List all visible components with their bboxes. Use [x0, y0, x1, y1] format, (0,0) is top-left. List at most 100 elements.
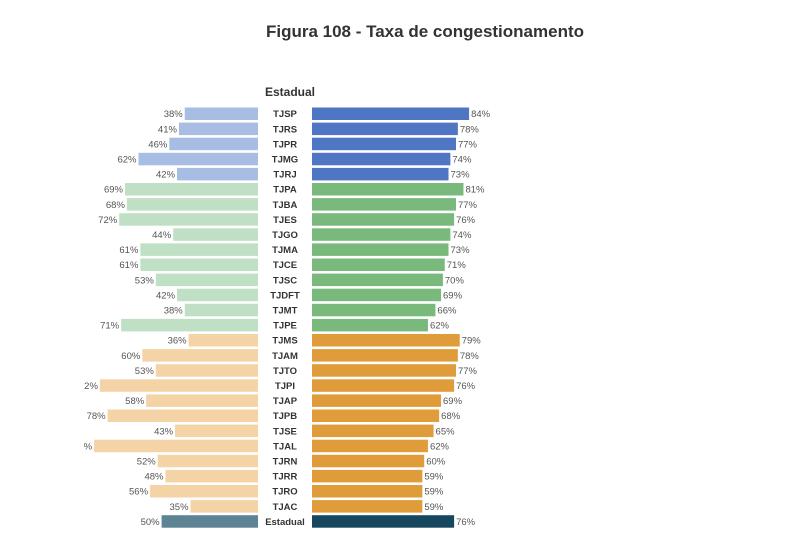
- left-bar-tjsp: [184, 107, 258, 120]
- left-bar-tjpr: [169, 137, 258, 151]
- right-bar-tjpb: [312, 409, 440, 422]
- court-label: TJMG: [272, 154, 298, 165]
- right-bar-tjgo: [312, 228, 451, 241]
- right-bar-tjse: [312, 424, 434, 438]
- left-bar-tjms: [188, 334, 258, 347]
- right-bar-estadual: [312, 515, 455, 528]
- left-value-label: 72%: [98, 215, 118, 226]
- left-bar-tjrj: [177, 167, 258, 181]
- left-bar-tjrn: [157, 454, 258, 468]
- left-value-label: %: [84, 441, 93, 452]
- left-value-label: 46%: [148, 139, 168, 150]
- left-value-label: 58%: [125, 396, 145, 407]
- right-value-label: 62%: [430, 321, 450, 332]
- left-value-label: 69%: [104, 185, 124, 196]
- left-bar-tjpa: [124, 183, 258, 196]
- right-bar-tjce: [312, 258, 445, 271]
- left-bar-tjgo: [173, 228, 258, 241]
- court-label: TJRN: [273, 456, 298, 467]
- left-value-label: 38%: [164, 109, 184, 120]
- right-bar-tjro: [312, 485, 423, 498]
- right-bar-tjap: [312, 394, 442, 407]
- left-value-label: 50%: [141, 517, 161, 528]
- court-label: TJPI: [275, 381, 295, 392]
- right-value-label: 71%: [447, 260, 467, 271]
- right-value-label: 77%: [458, 200, 478, 211]
- court-label: TJMS: [272, 336, 297, 347]
- right-value-label: 73%: [451, 170, 471, 181]
- left-bar-tjmg: [138, 152, 258, 166]
- right-value-label: 59%: [424, 502, 444, 513]
- left-value-label: 41%: [158, 124, 178, 135]
- right-bar-tjsc: [312, 273, 443, 287]
- right-bar-tjdft: [312, 288, 442, 302]
- figure-title: Figura 108 - Taxa de congestionamento: [265, 22, 585, 41]
- right-bar-tjpr: [312, 137, 456, 151]
- left-bar-tjpb: [107, 409, 258, 422]
- court-label: TJRJ: [273, 170, 296, 181]
- right-value-label: 76%: [456, 215, 476, 226]
- right-value-label: 60%: [426, 456, 446, 467]
- court-label: TJPB: [273, 411, 297, 422]
- right-bar-tjmg: [312, 152, 451, 166]
- right-value-label: 69%: [443, 290, 463, 301]
- right-value-label: 76%: [456, 517, 476, 528]
- left-bar-tjam: [142, 349, 258, 362]
- right-value-label: 70%: [445, 275, 465, 286]
- left-bar-tjce: [140, 258, 258, 271]
- court-label: TJPA: [273, 185, 297, 196]
- left-bar-tjto: [155, 364, 258, 377]
- left-bar-tjse: [175, 424, 258, 438]
- right-bar-tjpa: [312, 183, 464, 196]
- left-bar-estadual: [161, 515, 258, 528]
- left-bar-tjrr: [165, 469, 258, 483]
- left-value-label: 60%: [121, 351, 141, 362]
- right-bar-tjpe: [312, 318, 428, 332]
- left-bar-tjsc: [155, 273, 258, 287]
- right-value-label: 78%: [460, 351, 480, 362]
- court-label: TJSP: [273, 109, 297, 120]
- court-label: TJSC: [273, 275, 297, 286]
- left-bar-tjap: [146, 394, 258, 407]
- court-label: TJMA: [272, 245, 298, 256]
- left-value-label: 71%: [100, 321, 120, 332]
- court-label: TJTO: [273, 366, 297, 377]
- court-label: TJPE: [273, 321, 297, 332]
- right-value-label: 74%: [452, 230, 472, 241]
- court-label: TJAL: [273, 441, 297, 452]
- court-label: TJMT: [273, 305, 298, 316]
- left-value-label: 36%: [168, 336, 188, 347]
- left-value-label: 38%: [164, 305, 184, 316]
- left-value-label: 52%: [137, 456, 157, 467]
- left-bar-tjes: [119, 213, 259, 226]
- left-value-label: 62%: [117, 154, 137, 165]
- court-label: TJAP: [273, 396, 298, 407]
- court-label: Estadual: [265, 517, 305, 528]
- right-value-label: 68%: [441, 411, 461, 422]
- right-value-label: 81%: [465, 185, 485, 196]
- right-value-label: 74%: [452, 154, 472, 165]
- court-label: TJES: [273, 215, 297, 226]
- court-label: TJDFT: [270, 290, 300, 301]
- right-value-label: 84%: [471, 109, 491, 120]
- right-bar-tjam: [312, 349, 458, 362]
- right-value-label: 69%: [443, 396, 463, 407]
- left-value-label: 43%: [154, 426, 174, 437]
- court-label: TJCE: [273, 260, 297, 271]
- right-value-label: 73%: [451, 245, 471, 256]
- right-bar-tjms: [312, 334, 460, 347]
- right-bar-tjrs: [312, 122, 458, 136]
- court-label: TJSE: [273, 426, 297, 437]
- left-value-label: 42%: [156, 290, 176, 301]
- court-label: TJRO: [272, 487, 297, 498]
- right-bar-tjpi: [312, 379, 455, 392]
- right-value-label: 77%: [458, 366, 478, 377]
- left-value-label: 42%: [156, 170, 176, 181]
- right-bar-tjac: [312, 500, 423, 513]
- left-value-label: 78%: [87, 411, 107, 422]
- court-label: TJRS: [273, 124, 297, 135]
- panel-title: Estadual: [264, 85, 315, 99]
- left-bar-tjpi: [99, 379, 259, 392]
- left-bar-tjac: [190, 500, 258, 513]
